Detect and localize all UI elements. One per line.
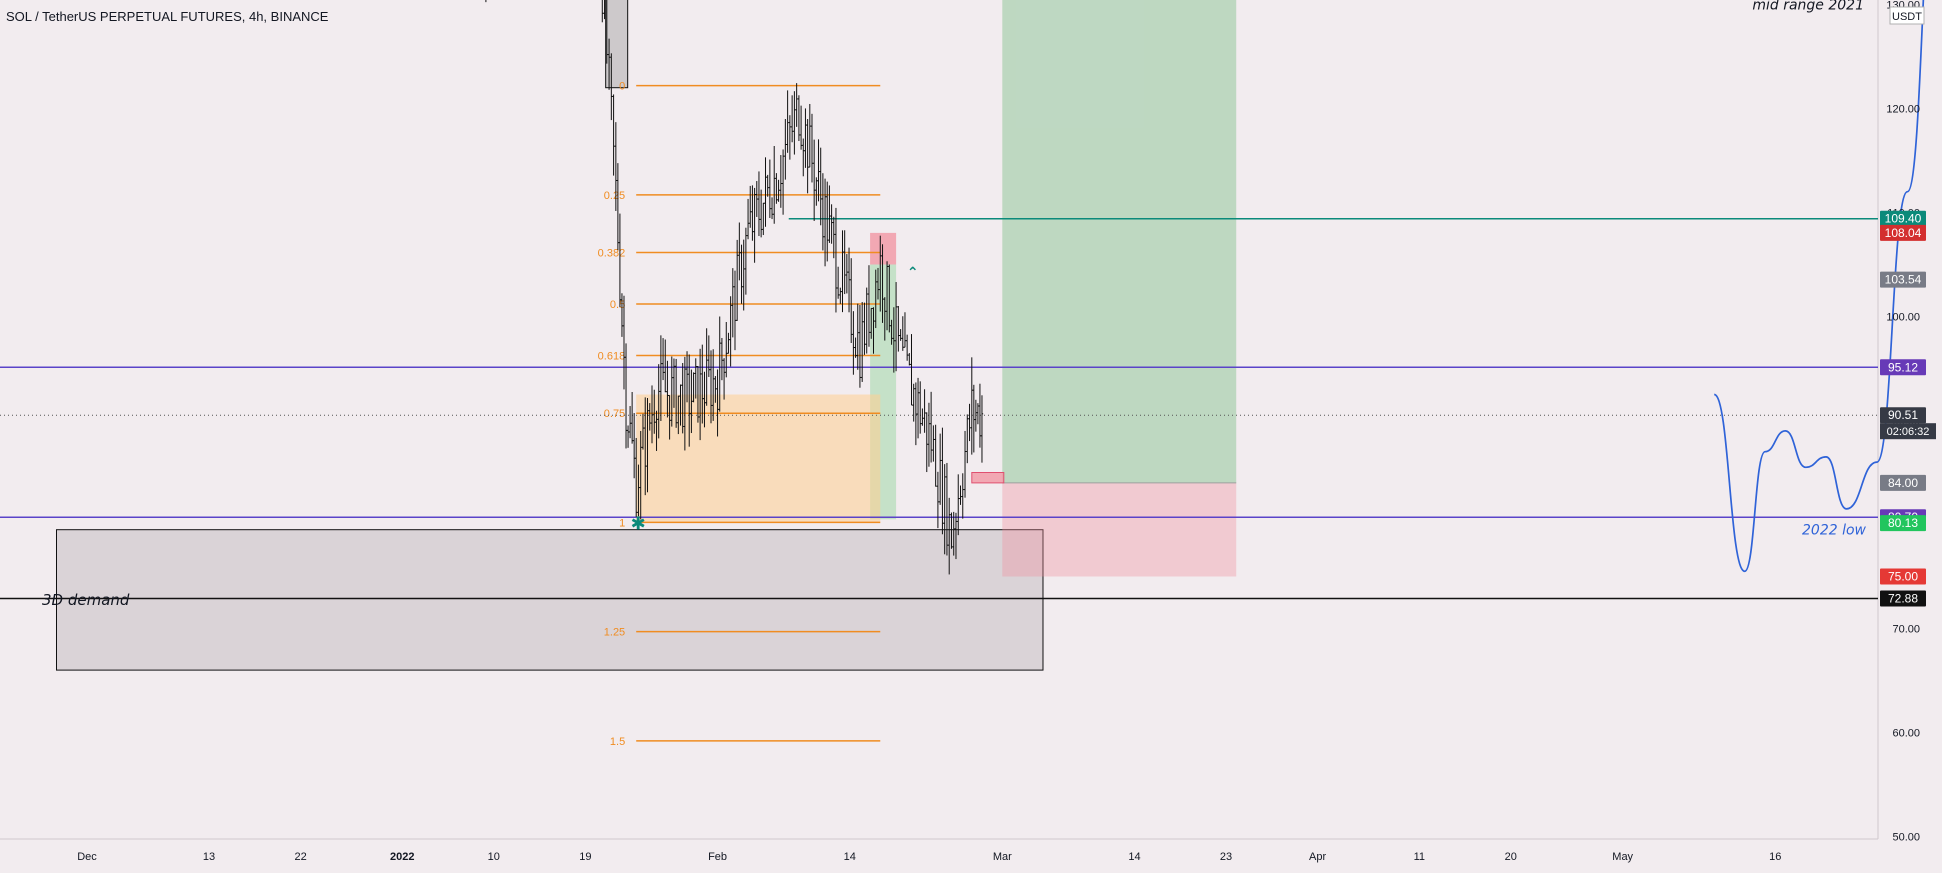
price-tag-label: 108.04 xyxy=(1885,226,1922,240)
x-tick-label: 11 xyxy=(1414,851,1425,863)
fib-level-label: 1.25 xyxy=(604,627,625,639)
price-tag xyxy=(1880,210,1926,227)
price-tag-label: 90.51 xyxy=(1888,408,1918,422)
y-tick-label: 70.00 xyxy=(1892,624,1920,636)
mini-position-stop xyxy=(870,232,897,265)
x-tick-label: 2022 xyxy=(390,851,414,863)
price-tag-label: 75.00 xyxy=(1888,570,1918,584)
y-tick-label: 100.00 xyxy=(1886,312,1920,324)
annotation-mid-range-2021: mid range 2021 xyxy=(1752,0,1864,14)
fib-level-label: 0.618 xyxy=(598,351,626,363)
fib-level-label: 0 xyxy=(619,81,625,93)
fib-level-label: 1.5 xyxy=(610,736,625,748)
horizontal-lines-layer xyxy=(0,217,1878,600)
price-tag xyxy=(1880,590,1926,607)
price-tag xyxy=(1880,568,1926,585)
chevron-up-icon: ⌃ xyxy=(907,264,919,280)
position-target-area xyxy=(1002,0,1237,483)
price-tag xyxy=(1880,515,1926,532)
price-tag-label: 109.40 xyxy=(1885,212,1922,226)
position-layer xyxy=(870,0,1237,577)
price-tag-label: 95.12 xyxy=(1888,360,1918,374)
fib-level-label: 0.382 xyxy=(598,247,626,259)
price-tag xyxy=(1880,224,1926,241)
currency-badge xyxy=(1889,6,1925,25)
zone-3 xyxy=(56,529,1044,671)
price-layer xyxy=(485,0,984,575)
x-tick-label: 16 xyxy=(1769,851,1781,863)
axis-layer: 50.0060.0070.0080.0090.00100.00110.00120… xyxy=(77,0,1936,863)
annotation-layer: D supply3D demandSell a good chunk⌃✱2022… xyxy=(42,0,1867,609)
y-tick-label: 60.00 xyxy=(1892,728,1920,740)
price-tag xyxy=(1880,474,1926,491)
y-tick-label: 130.00 xyxy=(1886,0,1920,12)
y-tick-label: 50.00 xyxy=(1892,832,1920,844)
countdown-label: 02:06:32 xyxy=(1887,426,1930,438)
entry-marker xyxy=(971,472,1005,484)
price-tag-label: 80.13 xyxy=(1888,516,1918,530)
x-tick-label: May xyxy=(1612,851,1633,863)
x-tick-label: 14 xyxy=(844,851,856,863)
fib-level-label: 0.75 xyxy=(604,408,625,420)
demand-zone-label: 3D demand xyxy=(42,591,130,609)
x-tick-label: 14 xyxy=(1128,851,1140,863)
price-tag-label: 103.54 xyxy=(1885,273,1922,287)
fibonacci-layer: 0 0.25 0.382 0.5 0.618 0.75 1 1.25 1.5 xyxy=(598,81,881,748)
countdown-tag xyxy=(1880,423,1936,440)
fib-level-label: 0.5 xyxy=(610,299,625,311)
x-tick-label: Mar xyxy=(993,851,1012,863)
price-tag xyxy=(1880,359,1926,376)
projection-path xyxy=(1713,0,1925,573)
fib-level-label: 0.25 xyxy=(604,190,625,202)
currency-label: USDT xyxy=(1892,11,1922,23)
fib-fill xyxy=(636,394,881,523)
price-tag-label: 72.88 xyxy=(1888,592,1918,606)
fib-level-label: 1 xyxy=(619,517,625,529)
y-tick-label: 120.00 xyxy=(1886,104,1920,116)
x-tick-label: 23 xyxy=(1220,851,1232,863)
x-tick-label: Feb xyxy=(708,851,727,863)
x-tick-label: Apr xyxy=(1309,851,1326,863)
price-tag xyxy=(1880,407,1926,424)
position-stop-area xyxy=(1002,482,1237,577)
annotation-2022-low: 2022 low xyxy=(1802,523,1867,539)
x-tick-label: 10 xyxy=(488,851,500,863)
x-tick-label: 13 xyxy=(203,851,215,863)
x-tick-label: 22 xyxy=(294,851,306,863)
price-tag-label: 84.00 xyxy=(1888,476,1918,490)
zones-layer xyxy=(56,0,1044,671)
x-tick-label: 20 xyxy=(1505,851,1517,863)
x-tick-label: Dec xyxy=(77,851,97,863)
x-tick-label: 19 xyxy=(579,851,591,863)
price-tag xyxy=(1880,271,1926,288)
projection-layer xyxy=(1713,0,1925,573)
asterisk-icon: ✱ xyxy=(631,514,646,534)
chart-title: SOL / TetherUS PERPETUAL FUTURES, 4h, BI… xyxy=(6,9,329,24)
